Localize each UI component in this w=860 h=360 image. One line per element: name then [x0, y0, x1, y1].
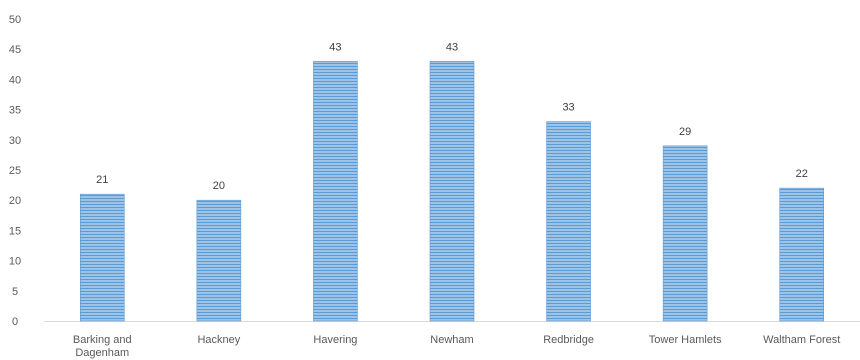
- bar: [79, 193, 125, 322]
- y-tick-label: 10: [9, 256, 21, 268]
- data-labels: 21 20 43 43 33 29 22: [96, 41, 808, 192]
- x-axis-category-labels: Barking and Dagenham Hackney Havering Newham…: [73, 334, 840, 359]
- category-label: Tower Hamlets: [649, 334, 722, 346]
- category-label: Barking and Dagenham: [73, 334, 132, 359]
- bar: [546, 121, 591, 322]
- y-axis-tick-labels: 0 5 10 15 20 25 30 35 40 45 50: [9, 14, 21, 328]
- category-label: Hackney: [197, 334, 240, 346]
- category-label: Havering: [313, 334, 357, 346]
- data-label: 33: [562, 102, 574, 114]
- bars: [79, 60, 825, 322]
- y-tick-label: 5: [12, 286, 18, 298]
- y-tick-label: 15: [9, 225, 21, 237]
- y-tick-label: 45: [9, 44, 21, 56]
- y-tick-label: 0: [12, 316, 18, 328]
- bar: [313, 60, 358, 322]
- data-label: 43: [446, 41, 458, 53]
- y-tick-label: 40: [9, 74, 21, 86]
- y-tick-label: 50: [9, 14, 21, 26]
- bar: [429, 60, 475, 322]
- bar: [196, 199, 242, 322]
- bar: [779, 187, 825, 322]
- category-label: Waltham Forest: [763, 334, 840, 346]
- bar: [662, 145, 708, 322]
- y-tick-label: 25: [9, 165, 21, 177]
- data-label: 29: [679, 126, 691, 138]
- data-label: 20: [213, 180, 225, 192]
- y-tick-label: 20: [9, 195, 21, 207]
- data-label: 22: [796, 168, 808, 180]
- y-tick-label: 35: [9, 105, 21, 117]
- category-label: Newham: [430, 334, 473, 346]
- category-label: Redbridge: [543, 334, 594, 346]
- y-tick-label: 30: [9, 135, 21, 147]
- data-label: 43: [329, 41, 341, 53]
- data-label: 21: [96, 174, 108, 186]
